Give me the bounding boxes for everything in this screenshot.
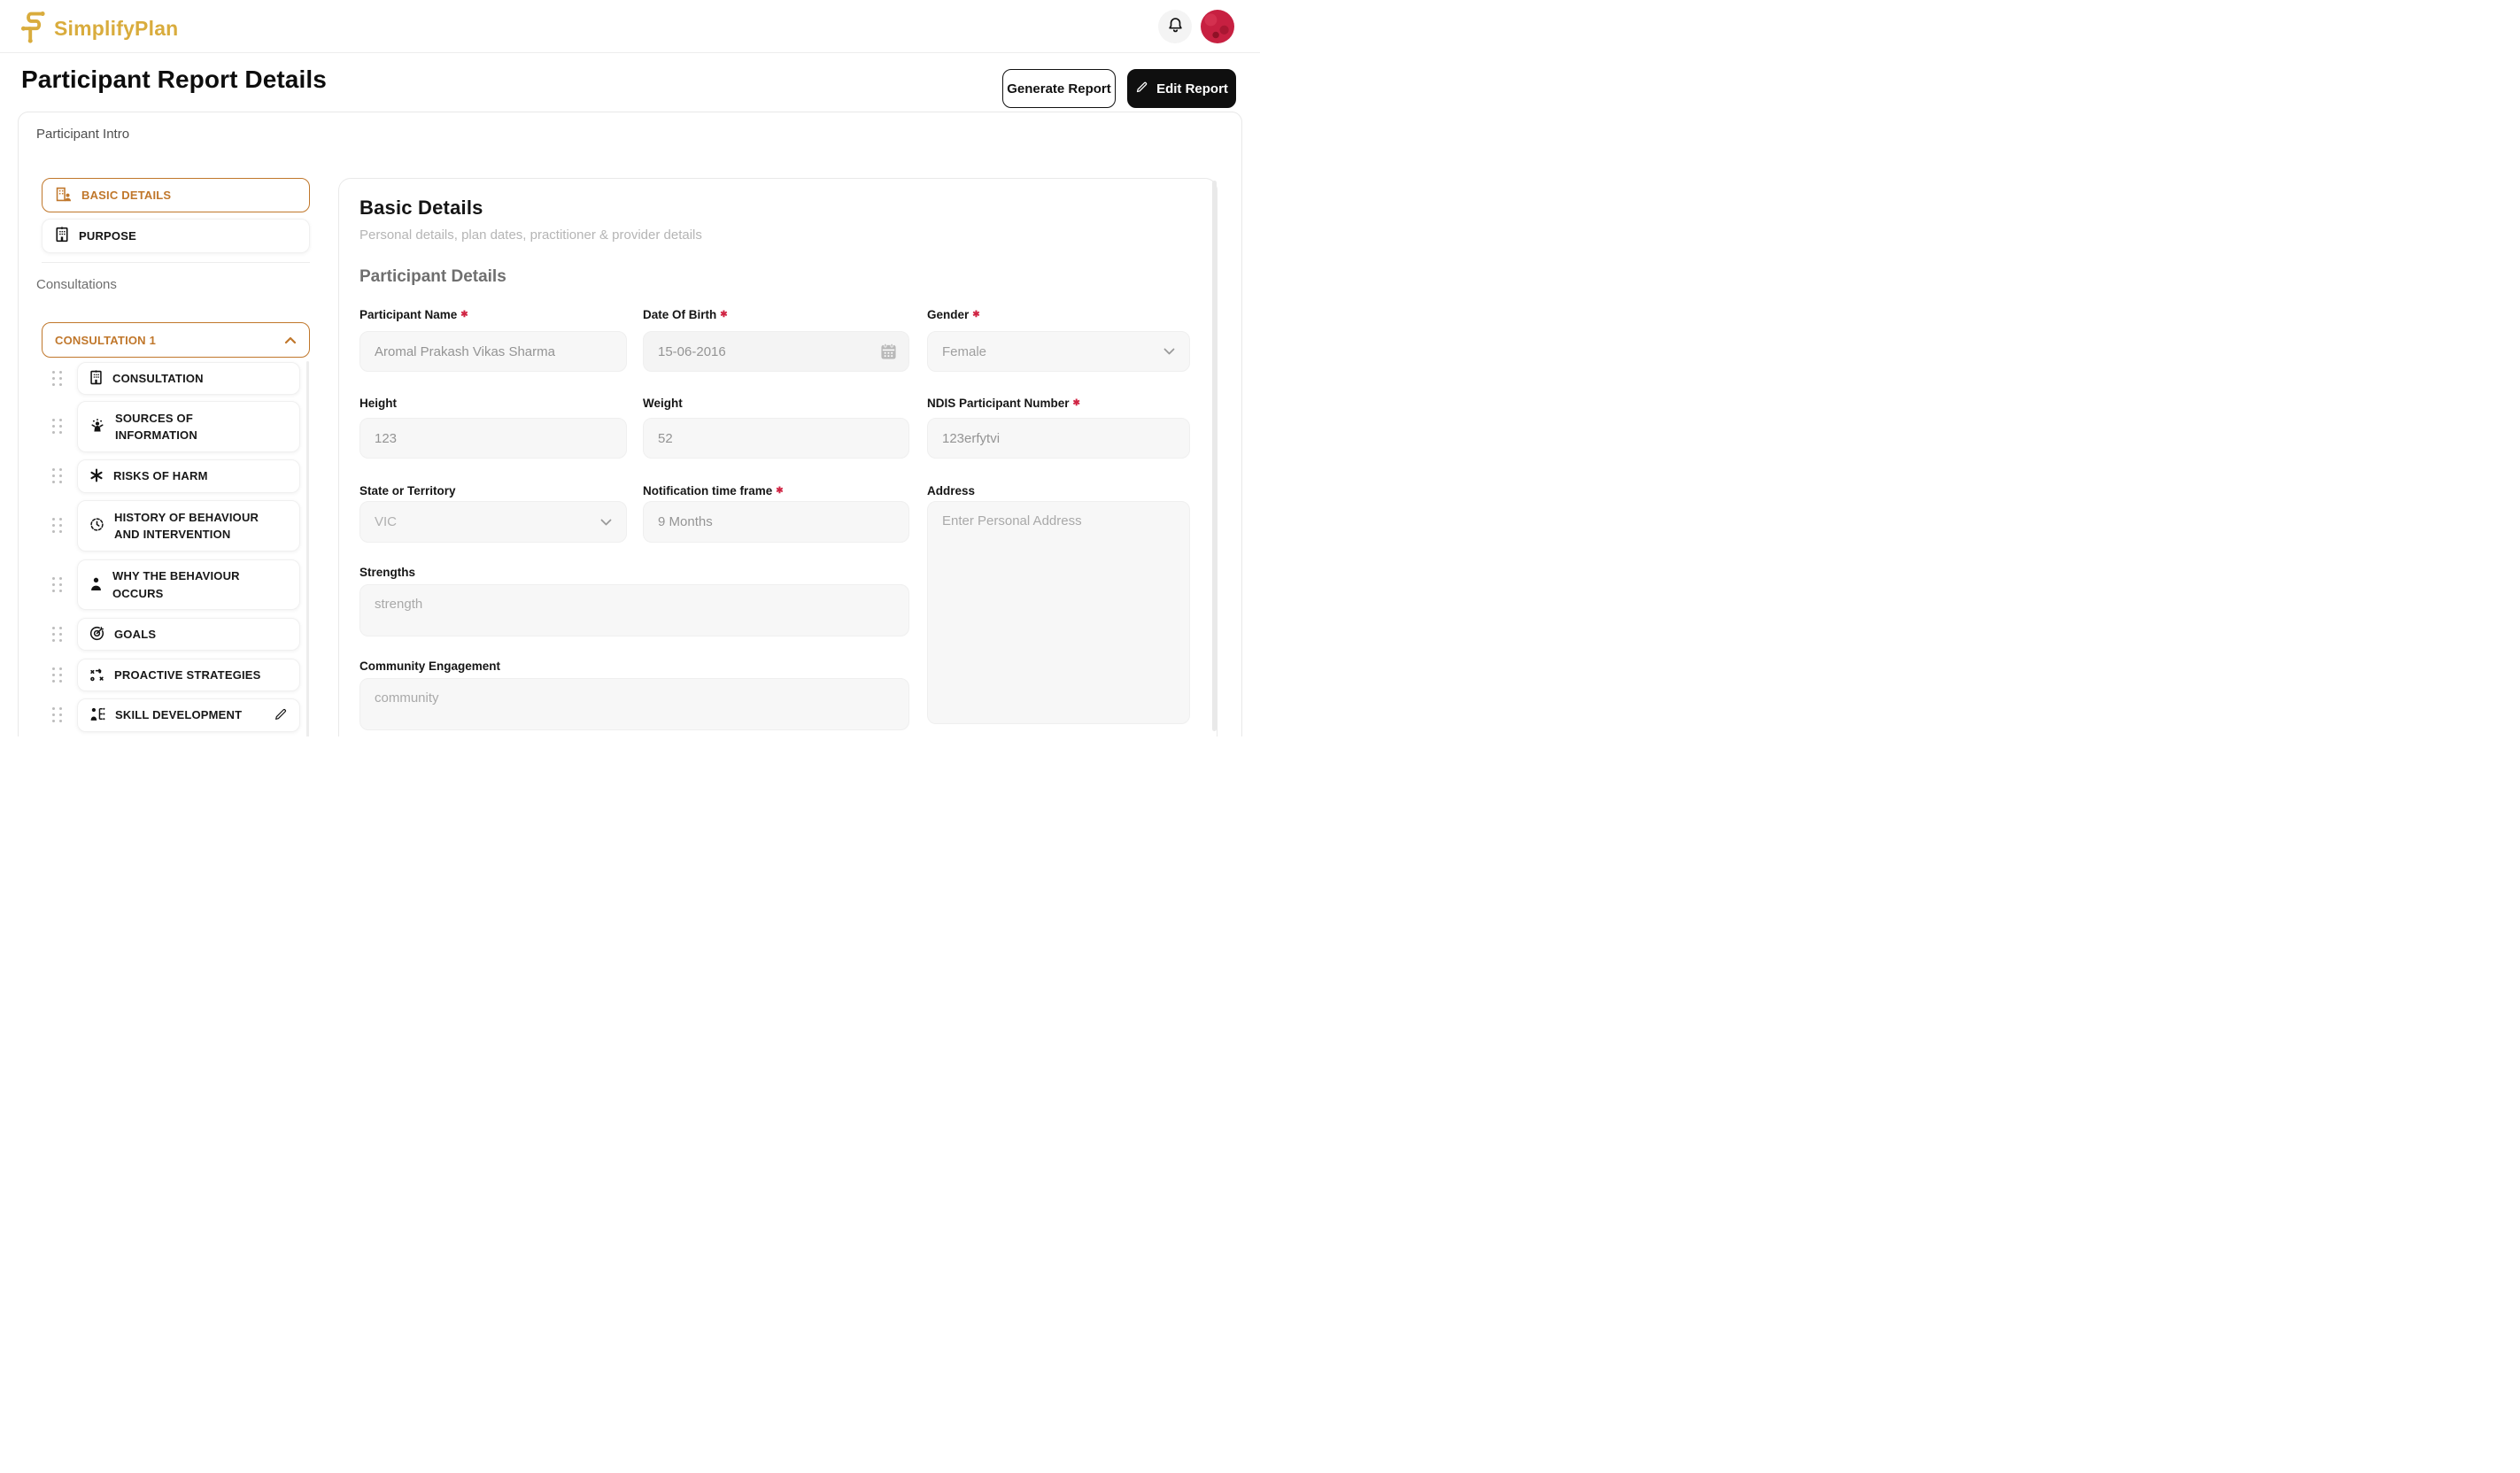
sidebar-item-basic-details[interactable]: BASIC DETAILS bbox=[42, 178, 310, 212]
simplifyplan-logo-icon bbox=[19, 9, 46, 49]
community-engagement-textarea[interactable] bbox=[359, 678, 909, 730]
chevron-down-icon bbox=[1163, 348, 1175, 355]
person-celebrate-icon bbox=[89, 418, 105, 436]
brand-name: SimplifyPlan bbox=[54, 17, 179, 40]
building-icon bbox=[89, 369, 103, 388]
field-label-height: Height bbox=[359, 397, 397, 410]
user-avatar[interactable] bbox=[1201, 10, 1234, 43]
sidebar-item-label: GOALS bbox=[114, 627, 157, 641]
sidebar-item-why-the-behaviour-occurs[interactable]: WHY THE BEHAVIOUR OCCURS bbox=[77, 559, 300, 610]
sidebar-item-label: CONSULTATION bbox=[112, 371, 204, 385]
sidebar-item-sources-of-information[interactable]: SOURCES OF INFORMATION bbox=[77, 401, 300, 452]
field-label-weight: Weight bbox=[643, 397, 683, 410]
dob-field[interactable] bbox=[643, 331, 909, 372]
height-input[interactable] bbox=[359, 418, 627, 459]
edit-report-button[interactable]: Edit Report bbox=[1127, 69, 1236, 108]
field-label-strengths: Strengths bbox=[359, 566, 416, 579]
bell-icon bbox=[1166, 16, 1185, 37]
sidebar-divider bbox=[42, 262, 310, 263]
page-title: Participant Report Details bbox=[21, 66, 327, 93]
brand-logo[interactable]: SimplifyPlan bbox=[19, 9, 178, 49]
drag-handle[interactable] bbox=[50, 575, 65, 595]
drag-handle[interactable] bbox=[50, 666, 65, 685]
participant-report-page: SimplifyPlan Participant Report Details … bbox=[0, 0, 1260, 736]
required-marker: ✱ bbox=[972, 310, 980, 320]
sidebar-item-label: PROACTIVE STRATEGIES bbox=[114, 667, 261, 682]
panel-subtitle: Personal details, plan dates, practition… bbox=[359, 228, 702, 243]
basic-details-panel: Basic Details Personal details, plan dat… bbox=[338, 178, 1217, 736]
history-clock-icon bbox=[89, 517, 104, 535]
sidebar-item-risks-of-harm[interactable]: RISKS OF HARM bbox=[77, 459, 300, 493]
sidebar-item-history-of-behaviour[interactable]: HISTORY OF BEHAVIOUR AND INTERVENTION bbox=[77, 500, 300, 551]
field-label-community-engagement: Community Engagement bbox=[359, 659, 501, 673]
strategy-icon bbox=[89, 667, 104, 684]
address-textarea[interactable] bbox=[927, 501, 1190, 724]
required-marker: ✱ bbox=[1072, 398, 1080, 408]
drag-handle[interactable] bbox=[50, 625, 65, 644]
weight-input[interactable] bbox=[643, 418, 909, 459]
chevron-up-icon bbox=[284, 334, 297, 347]
state-select[interactable]: VIC bbox=[359, 501, 627, 543]
drag-handle[interactable] bbox=[50, 467, 65, 486]
sidebar-item-proactive-strategies[interactable]: PROACTIVE STRATEGIES bbox=[77, 659, 300, 691]
sidebar-item-consultation[interactable]: CONSULTATION bbox=[77, 362, 300, 395]
gender-select[interactable]: Female bbox=[927, 331, 1190, 372]
sidebar-item-label: SOURCES OF INFORMATION bbox=[115, 411, 197, 443]
field-label-participant-name: Participant Name ✱ bbox=[359, 308, 468, 321]
notifications-button[interactable] bbox=[1158, 10, 1192, 43]
drag-handle[interactable] bbox=[50, 417, 65, 436]
dob-input[interactable] bbox=[643, 331, 909, 372]
sidebar-item-label: SKILL DEVELOPMENT bbox=[115, 708, 243, 722]
drag-handle[interactable] bbox=[50, 369, 65, 389]
field-label-gender: Gender ✱ bbox=[927, 308, 980, 321]
strengths-textarea[interactable] bbox=[359, 584, 909, 636]
section-title: Participant Details bbox=[359, 267, 506, 286]
report-content-card: Participant Intro BASIC DETAILS bbox=[18, 112, 1242, 736]
edit-pencil-icon[interactable] bbox=[274, 707, 288, 724]
sidebar-group-consultation-1[interactable]: CONSULTATION 1 bbox=[42, 322, 310, 358]
required-marker: ✱ bbox=[776, 486, 784, 496]
field-label-ndis: NDIS Participant Number ✱ bbox=[927, 397, 1080, 410]
sidebar-item-label: RISKS OF HARM bbox=[113, 469, 208, 483]
drag-handle[interactable] bbox=[50, 706, 65, 725]
notification-timeframe-input[interactable] bbox=[643, 501, 909, 543]
person-flow-icon bbox=[89, 706, 105, 724]
sidebar-item-purpose[interactable]: PURPOSE bbox=[42, 219, 310, 253]
generate-report-button[interactable]: Generate Report bbox=[1002, 69, 1116, 108]
sidebar-scrollbar[interactable] bbox=[306, 361, 309, 736]
participant-name-input[interactable] bbox=[359, 331, 627, 372]
participant-intro-label: Participant Intro bbox=[36, 127, 130, 142]
sidebar-item-skill-development[interactable]: SKILL DEVELOPMENT bbox=[77, 698, 300, 732]
field-label-state: State or Territory bbox=[359, 484, 456, 497]
ndis-number-input[interactable] bbox=[927, 418, 1190, 459]
asterisk-icon bbox=[89, 468, 104, 485]
field-label-dob: Date Of Birth ✱ bbox=[643, 308, 728, 321]
main-panel-scrollbar[interactable] bbox=[1212, 181, 1217, 731]
building-icon bbox=[55, 227, 69, 245]
sidebar-item-label: HISTORY OF BEHAVIOUR AND INTERVENTION bbox=[114, 510, 259, 542]
panel-title: Basic Details bbox=[359, 197, 483, 219]
required-marker: ✱ bbox=[460, 310, 468, 320]
sidebar-item-label: BASIC DETAILS bbox=[81, 189, 172, 202]
field-label-notification: Notification time frame ✱ bbox=[643, 484, 784, 497]
pencil-icon bbox=[1135, 81, 1148, 97]
target-icon bbox=[89, 626, 104, 644]
chevron-down-icon bbox=[600, 519, 612, 525]
drag-handle[interactable] bbox=[50, 516, 65, 536]
sidebar-item-label: WHY THE BEHAVIOUR OCCURS bbox=[112, 569, 240, 600]
top-nav: SimplifyPlan bbox=[0, 0, 1260, 53]
consultations-label: Consultations bbox=[36, 277, 117, 292]
person-icon bbox=[89, 576, 103, 594]
sidebar-item-label: PURPOSE bbox=[79, 229, 136, 243]
field-label-address: Address bbox=[927, 484, 976, 497]
sidebar-item-goals[interactable]: GOALS bbox=[77, 618, 300, 651]
building-user-icon bbox=[55, 187, 72, 204]
required-marker: ✱ bbox=[720, 310, 728, 320]
group-label: CONSULTATION 1 bbox=[55, 333, 157, 347]
